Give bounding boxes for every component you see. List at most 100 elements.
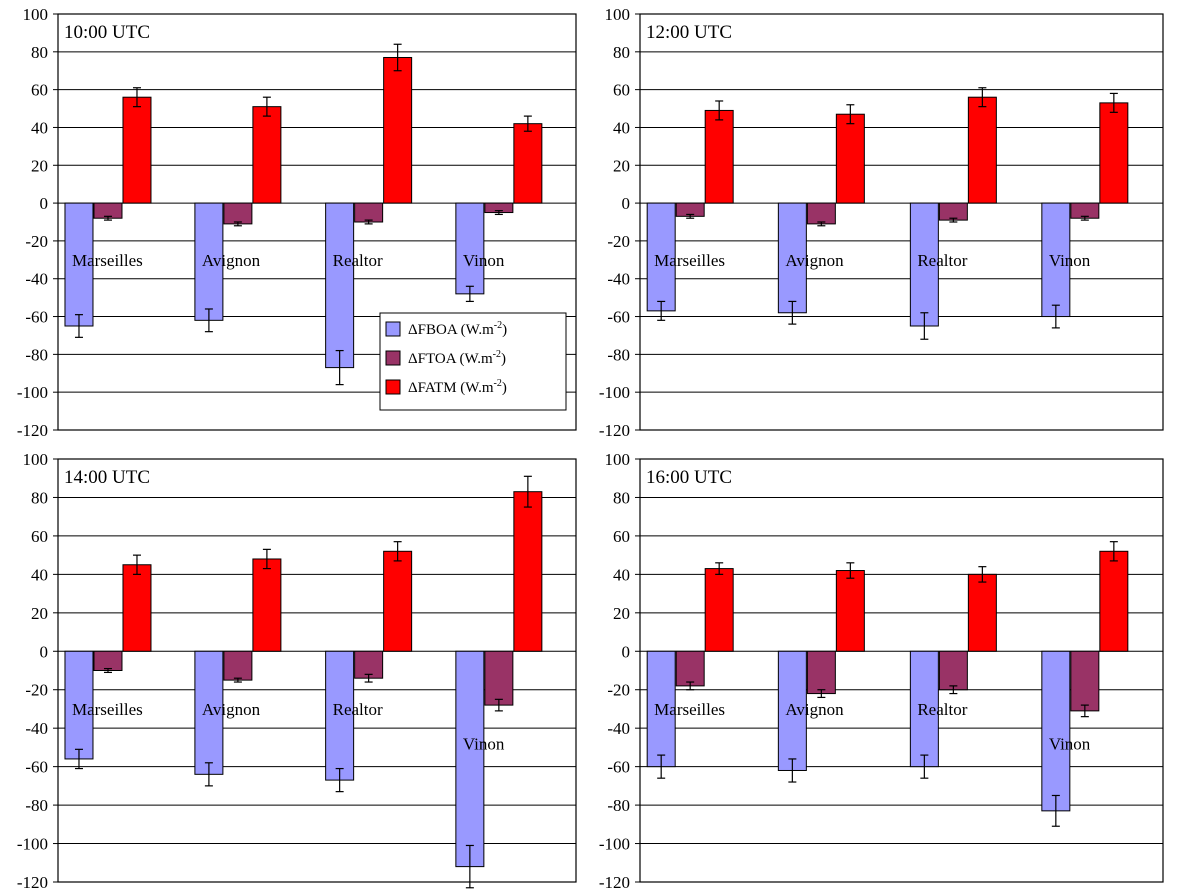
bar-ftoa-avignon bbox=[223, 650, 253, 681]
bar-fboa-vinon bbox=[1041, 650, 1071, 812]
y-tick-label: 80 bbox=[31, 488, 48, 507]
y-tick-label: -60 bbox=[607, 758, 630, 777]
bar-fatm-avignon bbox=[835, 570, 865, 652]
legend-box bbox=[379, 312, 567, 411]
y-tick-label: -80 bbox=[607, 796, 630, 815]
y-tick-label: -80 bbox=[607, 345, 630, 364]
y-tick-label: 0 bbox=[40, 194, 49, 213]
plot-frame bbox=[57, 13, 577, 431]
category-label-vinon: Vinon bbox=[463, 251, 505, 270]
bar-fboa-marseilles bbox=[64, 650, 94, 760]
category-label-avignon: Avignon bbox=[202, 700, 261, 719]
bar-fatm-avignon bbox=[252, 106, 282, 204]
y-tick-label: -40 bbox=[607, 270, 630, 289]
category-label-avignon: Avignon bbox=[785, 251, 844, 270]
y-tick-label: -120 bbox=[17, 421, 48, 440]
y-tick-label: -20 bbox=[607, 232, 630, 251]
bar-fboa-avignon bbox=[777, 650, 807, 771]
bar-ftoa-avignon bbox=[223, 202, 253, 225]
bar-ftoa-avignon bbox=[806, 202, 836, 225]
bar-fatm-realtor bbox=[383, 550, 413, 652]
y-tick-label: -80 bbox=[25, 345, 48, 364]
panel-title: 10:00 UTC bbox=[64, 22, 150, 43]
y-tick-label: 20 bbox=[31, 604, 48, 623]
y-tick-label: -60 bbox=[607, 308, 630, 327]
plot-frame bbox=[57, 458, 577, 883]
panel-1200-utc: 100 80 60 40 20 0 -20 -40 -60 -80 -100 -120 Marseill… bbox=[599, 5, 1164, 440]
bar-fboa-vinon bbox=[455, 650, 485, 868]
bar-fatm-marseilles bbox=[704, 568, 734, 652]
bar-fboa-realtor bbox=[909, 202, 939, 327]
y-tick-label: -100 bbox=[17, 383, 48, 402]
legend: ΔFBOA (W.m-2) ΔFTOA (W.m-2) ΔFATM (W.m-2… bbox=[379, 312, 567, 411]
y-tick-label: 100 bbox=[23, 5, 49, 24]
panel-1400-utc: 100 80 60 40 20 0 -20 -40 -60 -80 -100 -120 Marseill… bbox=[17, 450, 577, 891]
legend-label-fatm: ΔFATM (W.m-2) bbox=[408, 378, 507, 396]
category-label-marseilles: Marseilles bbox=[654, 251, 725, 270]
bar-fatm-avignon bbox=[252, 558, 282, 652]
bar-fboa-marseilles bbox=[646, 650, 676, 768]
category-label-avignon: Avignon bbox=[202, 251, 261, 270]
panel-1000-utc: 100 80 60 40 20 0 -20 -40 -60 -80 -100 -120 Marseill… bbox=[17, 5, 577, 440]
legend-swatch-fatm bbox=[385, 379, 401, 395]
y-tick-label: 0 bbox=[40, 642, 49, 661]
legend-label-ftoa: ΔFTOA (W.m-2) bbox=[408, 349, 506, 367]
y-tick-label: 80 bbox=[613, 43, 630, 62]
bar-ftoa-realtor bbox=[938, 202, 968, 221]
y-tick-label: 20 bbox=[613, 604, 630, 623]
y-tick-label: -20 bbox=[607, 681, 630, 700]
y-tick-label: -60 bbox=[25, 758, 48, 777]
bar-fatm-avignon bbox=[835, 113, 865, 204]
legend-swatch-ftoa bbox=[385, 350, 401, 366]
y-tick-label: -40 bbox=[25, 719, 48, 738]
bar-fboa-realtor bbox=[909, 650, 939, 768]
y-tick-label: -20 bbox=[25, 681, 48, 700]
bar-fatm-marseilles bbox=[122, 564, 152, 652]
bar-fatm-vinon bbox=[513, 491, 543, 652]
plot-frame bbox=[639, 13, 1164, 431]
bar-fatm-marseilles bbox=[122, 96, 152, 204]
y-tick-label: -60 bbox=[25, 308, 48, 327]
y-tick-label: 40 bbox=[31, 565, 48, 584]
bar-fatm-realtor bbox=[967, 573, 997, 652]
y-tick-label: -100 bbox=[599, 383, 630, 402]
bar-fatm-vinon bbox=[1099, 550, 1129, 652]
bar-fatm-marseilles bbox=[704, 109, 734, 204]
bar-fatm-realtor bbox=[967, 96, 997, 204]
bar-fatm-vinon bbox=[1099, 102, 1129, 204]
category-label-realtor: Realtor bbox=[917, 700, 967, 719]
bar-fboa-avignon bbox=[777, 202, 807, 314]
y-tick-label: 100 bbox=[605, 450, 631, 469]
y-tick-label: 80 bbox=[31, 43, 48, 62]
bar-fboa-realtor bbox=[325, 650, 355, 781]
bar-ftoa-vinon bbox=[484, 650, 514, 706]
y-tick-label: -40 bbox=[607, 719, 630, 738]
category-label-marseilles: Marseilles bbox=[654, 700, 725, 719]
category-label-realtor: Realtor bbox=[333, 251, 383, 270]
bar-fboa-marseilles bbox=[64, 202, 94, 327]
y-tick-label: -40 bbox=[25, 270, 48, 289]
bar-fboa-avignon bbox=[194, 202, 224, 321]
bar-fatm-realtor bbox=[383, 56, 413, 204]
y-tick-label: 40 bbox=[613, 565, 630, 584]
bar-ftoa-avignon bbox=[806, 650, 836, 695]
legend-label-fboa: ΔFBOA (W.m-2) bbox=[408, 320, 507, 338]
y-tick-label: -80 bbox=[25, 796, 48, 815]
category-label-vinon: Vinon bbox=[1049, 735, 1091, 754]
y-tick-label: -120 bbox=[17, 873, 48, 891]
category-label-realtor: Realtor bbox=[917, 251, 967, 270]
y-tick-label: 60 bbox=[613, 81, 630, 100]
y-tick-label: 20 bbox=[613, 156, 630, 175]
y-tick-label: 0 bbox=[622, 642, 631, 661]
category-label-vinon: Vinon bbox=[463, 735, 505, 754]
category-label-realtor: Realtor bbox=[333, 700, 383, 719]
y-tick-label: 60 bbox=[31, 81, 48, 100]
panel-title: 14:00 UTC bbox=[64, 467, 150, 488]
y-tick-label: 60 bbox=[31, 527, 48, 546]
y-tick-label: -100 bbox=[599, 835, 630, 854]
panel-title: 16:00 UTC bbox=[646, 467, 732, 488]
y-tick-label: 0 bbox=[622, 194, 631, 213]
y-tick-label: 40 bbox=[31, 118, 48, 137]
bar-ftoa-marseilles bbox=[675, 650, 705, 687]
